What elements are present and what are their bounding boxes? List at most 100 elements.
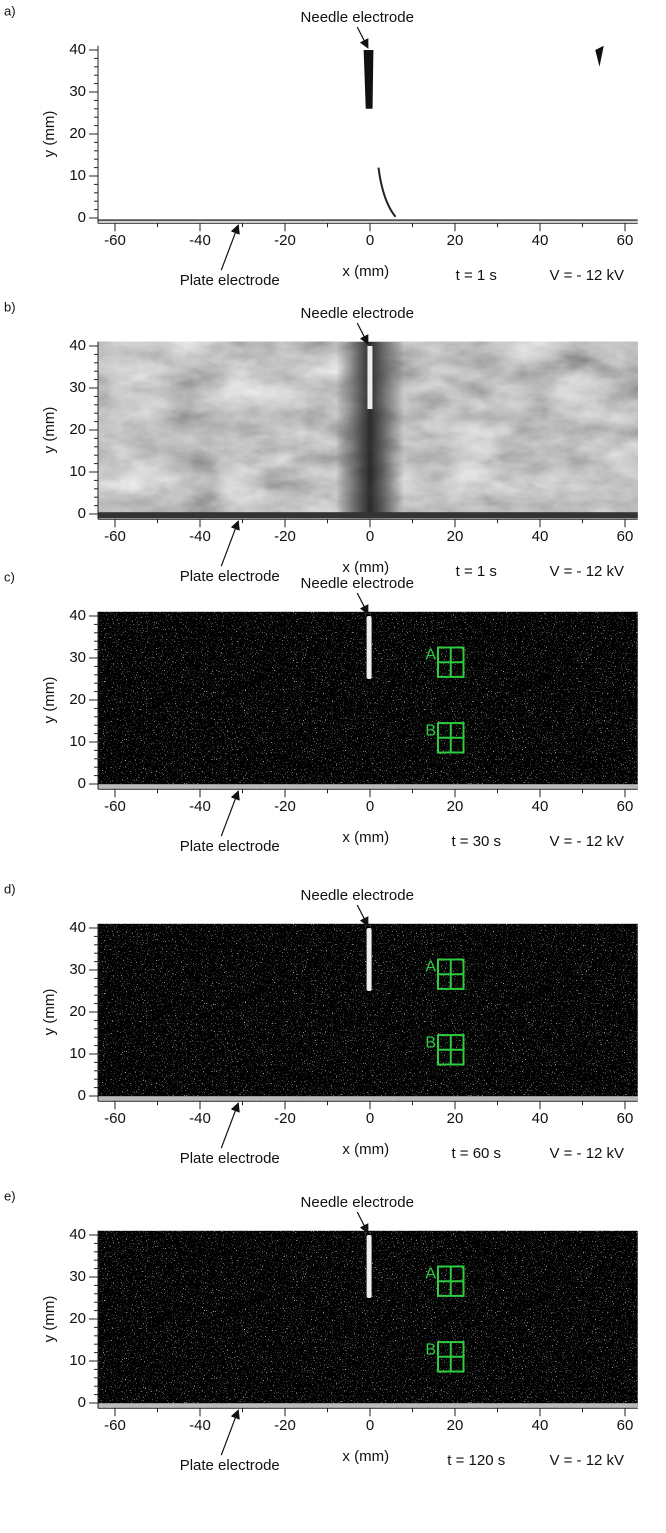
x-tick-label: 60 bbox=[617, 528, 634, 545]
x-tick-label: 40 bbox=[532, 798, 549, 815]
x-axis-label: x (mm) bbox=[342, 1141, 389, 1158]
y-axis-label: y (mm) bbox=[41, 1296, 58, 1343]
roi-label: B bbox=[425, 722, 436, 739]
y-tick-label: 10 bbox=[69, 167, 86, 184]
x-axis-label: x (mm) bbox=[342, 559, 389, 576]
x-tick-label: 0 bbox=[366, 1417, 374, 1434]
x-tick-label: 20 bbox=[447, 232, 464, 249]
plate-label: Plate electrode bbox=[180, 568, 280, 585]
plate-band bbox=[98, 512, 638, 519]
y-tick-label: 40 bbox=[69, 607, 86, 624]
plate-band bbox=[98, 1403, 638, 1408]
panel: A B -60 -40 -20 0 20 40 60 0 10 20 30 40 c) y (mm) x (mm… bbox=[4, 569, 638, 855]
y-tick-label: 0 bbox=[78, 209, 86, 226]
x-tick-label: -60 bbox=[104, 1110, 126, 1127]
x-tick-label: 60 bbox=[617, 798, 634, 815]
x-tick-label: 20 bbox=[447, 1110, 464, 1127]
x-tick-label: -60 bbox=[104, 1417, 126, 1434]
x-tick-label: -60 bbox=[104, 798, 126, 815]
plate-label: Plate electrode bbox=[180, 1457, 280, 1474]
roi-label: B bbox=[425, 1034, 436, 1051]
y-tick-label: 10 bbox=[69, 1352, 86, 1369]
needle bbox=[366, 928, 372, 991]
plate-label: Plate electrode bbox=[180, 272, 280, 289]
x-tick-label: -20 bbox=[274, 528, 296, 545]
needle bbox=[366, 616, 372, 679]
time-label: t = 1 s bbox=[456, 267, 497, 284]
y-tick-label: 0 bbox=[78, 775, 86, 792]
x-tick-label: -60 bbox=[104, 232, 126, 249]
y-tick-label: 20 bbox=[69, 125, 86, 142]
needle-label: Needle electrode bbox=[301, 305, 414, 322]
panel-label: c) bbox=[4, 569, 15, 584]
plate-band bbox=[98, 784, 638, 789]
y-tick-label: 20 bbox=[69, 1310, 86, 1327]
x-tick-label: 0 bbox=[366, 232, 374, 249]
panel: -60 -40 -20 0 20 40 60 0 10 20 30 40 b) y (mm) x (mm) N… bbox=[4, 299, 638, 585]
panel-label: b) bbox=[4, 299, 16, 314]
needle-arrow bbox=[356, 1211, 369, 1234]
roi-label: A bbox=[425, 1266, 436, 1283]
x-tick-label: -40 bbox=[189, 528, 211, 545]
y-tick-label: 0 bbox=[78, 1394, 86, 1411]
needle-label: Needle electrode bbox=[301, 9, 414, 26]
y-tick-label: 20 bbox=[69, 1003, 86, 1020]
plate-arrow bbox=[220, 1409, 240, 1456]
plate-arrow bbox=[220, 1102, 240, 1149]
x-tick-label: 0 bbox=[366, 528, 374, 545]
x-tick-label: 40 bbox=[532, 1110, 549, 1127]
plate-band bbox=[98, 1096, 638, 1101]
needle-arrow bbox=[356, 904, 369, 927]
y-tick-label: 30 bbox=[69, 649, 86, 666]
y-tick-label: 30 bbox=[69, 961, 86, 978]
y-tick-label: 10 bbox=[69, 1045, 86, 1062]
roi-label: A bbox=[425, 647, 436, 664]
x-tick-label: 20 bbox=[447, 1417, 464, 1434]
x-axis-label: x (mm) bbox=[342, 829, 389, 846]
time-label: t = 60 s bbox=[451, 1145, 501, 1162]
needle-label: Needle electrode bbox=[301, 887, 414, 904]
y-tick-label: 40 bbox=[69, 337, 86, 354]
x-tick-label: -20 bbox=[274, 1110, 296, 1127]
streak bbox=[377, 167, 397, 218]
x-tick-label: 60 bbox=[617, 232, 634, 249]
x-tick-label: 40 bbox=[532, 232, 549, 249]
needle-label: Needle electrode bbox=[301, 1194, 414, 1211]
streak bbox=[595, 45, 604, 67]
needle-arrow bbox=[356, 322, 369, 345]
x-tick-label: -20 bbox=[274, 232, 296, 249]
x-tick-label: -20 bbox=[274, 798, 296, 815]
y-tick-label: 0 bbox=[78, 1087, 86, 1104]
time-label: t = 1 s bbox=[456, 563, 497, 580]
y-tick-label: 20 bbox=[69, 421, 86, 438]
panel-label: e) bbox=[4, 1188, 16, 1203]
needle-arrow bbox=[356, 26, 369, 49]
plate-label: Plate electrode bbox=[180, 1150, 280, 1167]
voltage-label: V = - 12 kV bbox=[549, 1145, 624, 1162]
y-tick-label: 20 bbox=[69, 691, 86, 708]
panel: A B -60 -40 -20 0 20 40 60 0 10 20 30 40 e) y (mm) x (mm… bbox=[4, 1188, 638, 1474]
x-tick-label: -60 bbox=[104, 528, 126, 545]
roi-label: B bbox=[425, 1341, 436, 1358]
plate-label: Plate electrode bbox=[180, 838, 280, 855]
panel-label: d) bbox=[4, 881, 16, 896]
x-tick-label: 0 bbox=[366, 1110, 374, 1127]
needle-streak bbox=[363, 50, 374, 109]
y-tick-label: 40 bbox=[69, 41, 86, 58]
time-label: t = 120 s bbox=[447, 1452, 505, 1469]
y-tick-label: 30 bbox=[69, 379, 86, 396]
panel: A B -60 -40 -20 0 20 40 60 0 10 20 30 40 d) y (mm) x (mm… bbox=[4, 881, 638, 1167]
panel-label: a) bbox=[4, 3, 16, 18]
x-tick-label: -40 bbox=[189, 798, 211, 815]
x-tick-label: 60 bbox=[617, 1417, 634, 1434]
x-tick-label: 40 bbox=[532, 528, 549, 545]
time-label: t = 30 s bbox=[451, 833, 501, 850]
y-tick-label: 0 bbox=[78, 505, 86, 522]
y-tick-label: 40 bbox=[69, 1226, 86, 1243]
voltage-label: V = - 12 kV bbox=[549, 1452, 624, 1469]
y-tick-label: 10 bbox=[69, 463, 86, 480]
needle-arrow bbox=[356, 592, 369, 615]
x-tick-label: 40 bbox=[532, 1417, 549, 1434]
y-tick-label: 30 bbox=[69, 83, 86, 100]
